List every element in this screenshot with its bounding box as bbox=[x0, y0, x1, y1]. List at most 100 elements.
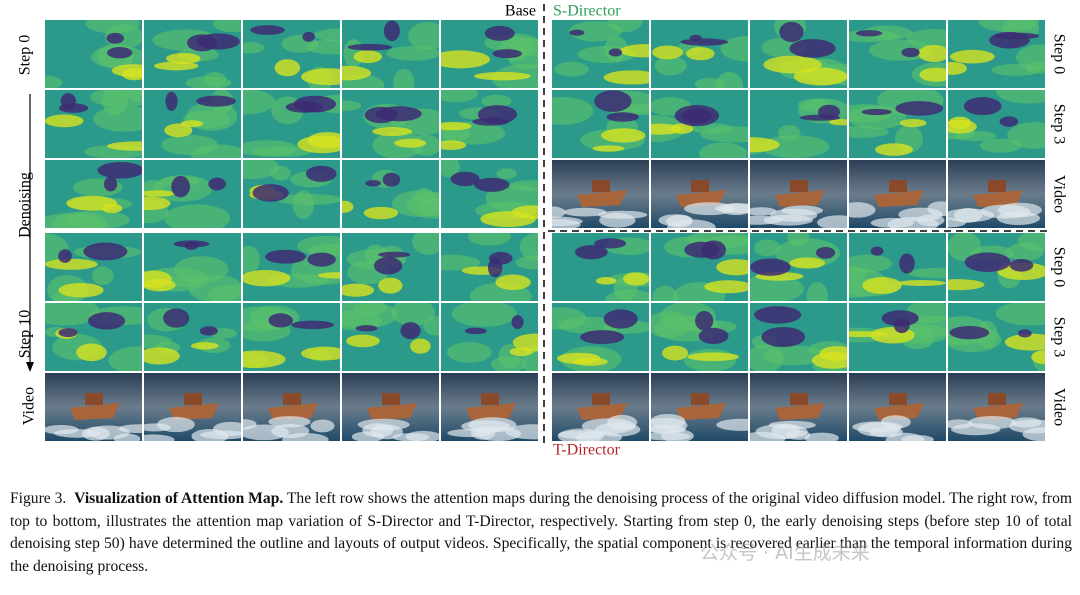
wave bbox=[750, 431, 786, 441]
attn-green bbox=[995, 303, 1045, 326]
tile bbox=[243, 233, 340, 301]
boat bbox=[676, 403, 726, 420]
wave bbox=[271, 423, 310, 439]
attn-green bbox=[243, 140, 298, 157]
attn-green bbox=[496, 168, 517, 180]
attn-yellow bbox=[410, 338, 431, 354]
base-label: Base bbox=[505, 3, 536, 20]
attn-purple bbox=[373, 256, 403, 275]
tile bbox=[243, 90, 340, 158]
tile bbox=[948, 20, 1045, 88]
tile bbox=[342, 160, 439, 228]
tile bbox=[441, 233, 538, 301]
boat bbox=[775, 190, 825, 207]
wave bbox=[447, 428, 492, 438]
attn-yellow bbox=[58, 282, 104, 298]
attn-green bbox=[552, 96, 594, 125]
caption-label: Figure 3. bbox=[10, 490, 67, 507]
attn-purple bbox=[881, 310, 919, 327]
attn-yellow bbox=[592, 145, 625, 152]
attn-green bbox=[948, 233, 982, 262]
s-director-label: S-Director bbox=[553, 3, 621, 20]
cabin bbox=[889, 393, 907, 405]
attn-yellow bbox=[473, 71, 531, 81]
attn-green bbox=[185, 76, 232, 88]
attn-yellow bbox=[917, 44, 946, 63]
attn-purple bbox=[464, 327, 487, 335]
wave bbox=[268, 416, 311, 428]
row-label: Step 3 bbox=[1050, 104, 1067, 144]
attn-purple bbox=[58, 328, 78, 338]
attn-yellow bbox=[619, 44, 649, 58]
tile bbox=[948, 160, 1045, 228]
attn-green bbox=[806, 282, 828, 301]
attn-purple bbox=[355, 325, 378, 332]
attn-purple bbox=[574, 245, 608, 260]
row-label: Step 0 bbox=[1050, 247, 1067, 287]
wave bbox=[651, 432, 691, 441]
boat bbox=[70, 403, 120, 420]
attn-yellow bbox=[763, 55, 822, 74]
wave bbox=[948, 217, 967, 228]
attn-green bbox=[243, 160, 280, 180]
attn-purple bbox=[855, 30, 883, 37]
boat bbox=[268, 403, 318, 420]
tile bbox=[552, 160, 649, 228]
attn-purple bbox=[779, 21, 804, 43]
attn-green bbox=[243, 90, 276, 115]
wave bbox=[849, 202, 876, 218]
attn-purple bbox=[83, 242, 128, 261]
tile bbox=[651, 160, 748, 228]
tile bbox=[144, 373, 241, 441]
figure: Base S-Director T-Director Step 0 Denois… bbox=[17, 3, 1068, 459]
attn-purple bbox=[252, 184, 289, 202]
attn-purple bbox=[107, 47, 133, 59]
attn-yellow bbox=[144, 347, 180, 365]
tile bbox=[750, 90, 847, 158]
tile bbox=[243, 160, 340, 228]
tile bbox=[144, 90, 241, 158]
attn-purple bbox=[268, 313, 293, 328]
tile bbox=[45, 160, 142, 228]
attn-purple bbox=[293, 95, 337, 113]
tile bbox=[243, 20, 340, 88]
attn-green bbox=[750, 275, 805, 301]
attn-yellow bbox=[704, 280, 748, 294]
attn-green bbox=[125, 90, 142, 102]
attn-yellow bbox=[511, 205, 538, 219]
attn-yellow bbox=[190, 342, 219, 350]
attn-purple bbox=[569, 29, 585, 36]
attn-purple bbox=[511, 315, 524, 330]
attn-yellow bbox=[76, 343, 107, 362]
attn-green bbox=[243, 41, 265, 54]
attn-green bbox=[698, 142, 748, 158]
row-label: Step 0 bbox=[1050, 34, 1067, 74]
tile bbox=[45, 233, 142, 301]
tile bbox=[144, 233, 241, 301]
attn-green bbox=[849, 265, 868, 282]
cabin bbox=[988, 180, 1006, 192]
attn-purple bbox=[450, 171, 480, 187]
attn-purple bbox=[103, 176, 118, 192]
tile bbox=[342, 303, 439, 371]
attn-green bbox=[554, 61, 589, 77]
attn-purple bbox=[400, 322, 421, 340]
attn-green bbox=[391, 303, 436, 326]
attn-yellow bbox=[301, 346, 340, 361]
tile bbox=[750, 303, 847, 371]
boat bbox=[577, 190, 627, 207]
attn-yellow bbox=[862, 277, 902, 295]
cabin bbox=[889, 180, 907, 192]
attn-purple bbox=[88, 312, 126, 330]
tile bbox=[441, 160, 538, 228]
attn-purple bbox=[608, 48, 623, 57]
attn-yellow bbox=[662, 345, 689, 361]
tile bbox=[750, 160, 847, 228]
cabin bbox=[481, 393, 499, 405]
wave bbox=[563, 207, 607, 217]
cabin bbox=[790, 393, 808, 405]
attn-yellow bbox=[144, 196, 171, 211]
attn-yellow bbox=[243, 350, 286, 369]
attn-purple bbox=[347, 43, 392, 51]
attn-green bbox=[188, 274, 241, 301]
